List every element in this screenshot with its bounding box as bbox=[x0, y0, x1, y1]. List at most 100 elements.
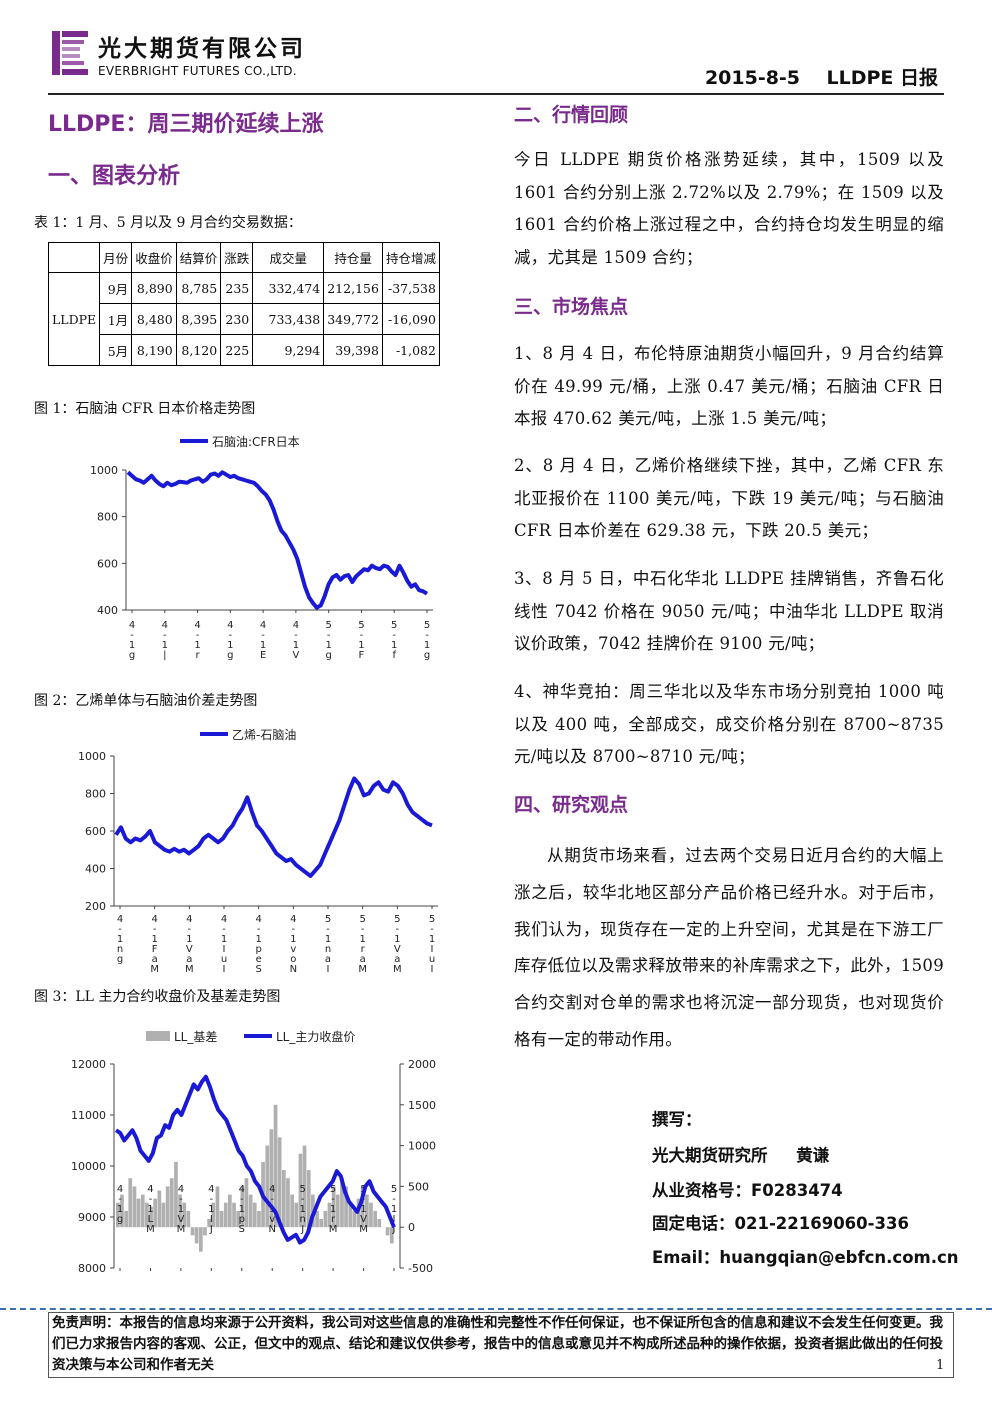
x-tick-char: 1 bbox=[239, 1204, 245, 1215]
x-tick-label: 4 -1 v o N bbox=[290, 914, 297, 972]
chart3-basis-bar bbox=[116, 1202, 120, 1228]
contract-data-table: 月份 收盘价 结算价 涨跌 成交量 持仓量 持仓增减 LLDPE 9月 8,89… bbox=[47, 242, 440, 366]
chart3-basis-bar bbox=[169, 1178, 174, 1228]
chart3-basis-bar bbox=[377, 1219, 382, 1228]
chart1-y-tick-label: 800 bbox=[97, 511, 118, 524]
chart3-basis-bar bbox=[319, 1219, 323, 1228]
section1-heading: 一、图表分析 bbox=[48, 164, 181, 189]
x-tick-char: - bbox=[196, 630, 200, 641]
x-tick-char: g bbox=[227, 650, 233, 661]
x-tick-char: 1 bbox=[255, 934, 261, 945]
x-tick-char: a bbox=[186, 954, 192, 965]
x-tick-char: 5 bbox=[359, 914, 365, 925]
x-tick-char: - bbox=[188, 924, 192, 935]
company-name-cn: 光大期货有限公司 bbox=[98, 36, 306, 62]
x-tick-char: 1 bbox=[178, 1204, 184, 1215]
chart3-basis-bar bbox=[219, 1210, 224, 1228]
chart2-y-tick-label: 800 bbox=[85, 788, 106, 801]
x-tick-char: 1 bbox=[325, 934, 331, 945]
x-tick-char: g bbox=[325, 650, 331, 661]
x-tick-char: u bbox=[221, 954, 227, 965]
company-name-en: EVERBRIGHT FUTURES CO.,LTD. bbox=[98, 64, 297, 78]
chart3-y-right-tick-label: 0 bbox=[408, 1221, 415, 1234]
x-tick-char: V bbox=[360, 1214, 367, 1225]
table-cell: 8,890 bbox=[131, 272, 177, 304]
chart3-caption: 图 3：LL 主力合约收盘价及基差走势图 bbox=[34, 989, 281, 1005]
chart3-basis-bar bbox=[128, 1178, 133, 1228]
x-tick-char: 1 bbox=[186, 934, 192, 945]
x-tick-char: 1 bbox=[260, 640, 266, 651]
x-tick-char: - bbox=[222, 924, 226, 935]
table-cell: 8,120 bbox=[175, 334, 222, 366]
x-tick-char: - bbox=[392, 1194, 396, 1205]
page-number: 1 bbox=[936, 1358, 945, 1373]
chart3-basis-bar bbox=[178, 1194, 182, 1228]
x-tick-char: 1 bbox=[151, 934, 157, 945]
table-header-cell: 月份 bbox=[99, 242, 133, 273]
x-tick-char: g bbox=[424, 650, 430, 661]
x-tick-char: 4 bbox=[227, 620, 233, 631]
section4-heading: 四、研究观点 bbox=[514, 794, 629, 816]
x-tick-label: 4 -1 r bbox=[194, 620, 200, 661]
table-cell: 212,156 bbox=[323, 272, 383, 304]
chart3-basis-bar bbox=[340, 1178, 344, 1228]
x-tick-char: - bbox=[392, 630, 396, 641]
chart3-basis-bar bbox=[273, 1104, 278, 1228]
x-tick-char: 5 bbox=[391, 1184, 397, 1195]
x-tick-char: V bbox=[177, 1214, 184, 1225]
chart3-basis-bar bbox=[215, 1186, 220, 1228]
chart3-basis-bar bbox=[194, 1227, 199, 1244]
x-tick-char: - bbox=[292, 924, 296, 935]
chart3-basis-bar bbox=[269, 1129, 274, 1228]
author-name: 光大期货研究所 黄谦 bbox=[652, 1146, 830, 1165]
x-tick-char: 4 bbox=[293, 620, 299, 631]
x-tick-label: 4 -1 g bbox=[227, 620, 233, 661]
table-row: 5月 8,190 8,120 225 9,294 39,398 -1,082 bbox=[49, 334, 440, 366]
table-header-cell: 成交量 bbox=[252, 242, 325, 273]
x-tick-char: 4 bbox=[290, 914, 296, 925]
x-tick-char: L bbox=[148, 1214, 154, 1225]
x-tick-label: 4 -1 g bbox=[117, 1184, 123, 1225]
chart3-basis-bar bbox=[248, 1194, 253, 1228]
x-tick-char: 5 bbox=[330, 1184, 336, 1195]
chart3-y-left-tick-label: 12000 bbox=[71, 1058, 106, 1071]
table-header-cell: 收盘价 bbox=[131, 242, 177, 273]
chart3-y-left-tick-label: 10000 bbox=[71, 1160, 106, 1173]
x-tick-char: - bbox=[326, 924, 330, 935]
table-cell: 349,772 bbox=[323, 303, 383, 335]
x-tick-char: - bbox=[430, 924, 434, 935]
x-tick-char: N bbox=[268, 1224, 275, 1235]
x-tick-char: 4 bbox=[260, 620, 266, 631]
x-tick-char: - bbox=[118, 924, 122, 935]
x-tick-char: u bbox=[429, 954, 435, 965]
x-tick-char: | bbox=[163, 650, 166, 661]
x-tick-char: 1 bbox=[117, 1204, 123, 1215]
x-tick-char: r bbox=[195, 650, 200, 661]
chart3-y-left-tick-label: 11000 bbox=[71, 1109, 106, 1122]
x-tick-char: 1 bbox=[129, 640, 135, 651]
x-tick-char: F bbox=[152, 944, 158, 955]
x-tick-label: 4 -1 V M bbox=[177, 1184, 186, 1235]
chart3-basis-bar bbox=[165, 1186, 170, 1228]
x-tick-char: a bbox=[152, 954, 158, 965]
x-tick-char: 4 bbox=[194, 620, 200, 631]
x-tick-char: M bbox=[177, 1224, 186, 1235]
x-tick-char: 4 bbox=[269, 1184, 275, 1195]
chart2-y-tick-label: 600 bbox=[85, 825, 106, 838]
x-tick-char: 5 bbox=[429, 914, 435, 925]
author-phone: 固定电话：021-22169060-336 bbox=[652, 1214, 909, 1233]
x-tick-char: 4 bbox=[255, 914, 261, 925]
x-tick-char: - bbox=[153, 924, 157, 935]
chart2-y-tick-label: 400 bbox=[85, 863, 106, 876]
x-tick-label: 4 -1 p e S bbox=[255, 914, 261, 972]
x-tick-char: - bbox=[130, 630, 134, 641]
x-tick-char: I bbox=[223, 944, 226, 955]
x-tick-char: M bbox=[185, 964, 194, 972]
footer-dashed-divider bbox=[0, 1308, 992, 1310]
table-cell: 9月 bbox=[99, 272, 133, 304]
chart3-basis-bar bbox=[190, 1227, 195, 1236]
chart3-basis-bar bbox=[331, 1186, 336, 1228]
